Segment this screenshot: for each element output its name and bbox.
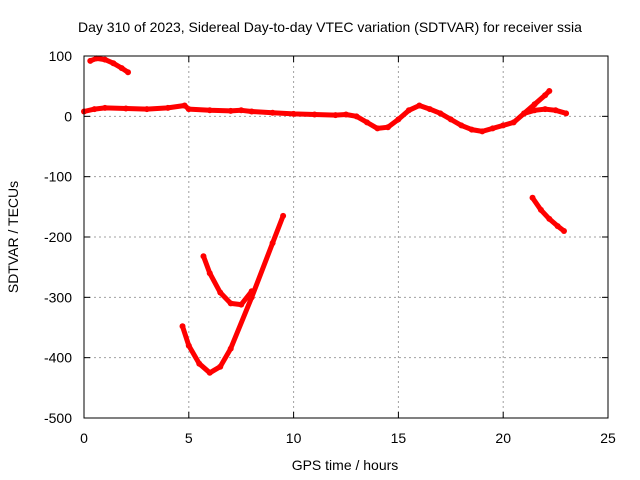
data-point: [227, 345, 234, 352]
data-point: [437, 110, 444, 117]
data-point: [395, 116, 402, 123]
data-point: [363, 119, 370, 126]
data-point: [91, 106, 98, 113]
y-tick-label: -500: [44, 410, 72, 426]
data-point: [269, 109, 276, 116]
data-point: [542, 106, 549, 113]
x-tick-label: 20: [495, 430, 511, 446]
data-point: [537, 206, 544, 213]
y-tick-label: -200: [44, 229, 72, 245]
data-point: [196, 360, 203, 367]
data-point: [468, 126, 475, 133]
chart-title: Day 310 of 2023, Sidereal Day-to-day VTE…: [78, 19, 582, 35]
data-point: [227, 107, 234, 114]
data-point: [110, 60, 117, 67]
data-point: [238, 107, 245, 114]
data-point: [405, 107, 412, 114]
data-point: [227, 300, 234, 307]
data-point: [552, 107, 559, 114]
data-point: [563, 110, 570, 117]
data-point: [248, 288, 255, 295]
axis-ticks: 0 5 10 15 20 25 100 0 -100 -200 -300 -400 -500: [44, 48, 616, 446]
data-point: [248, 108, 255, 115]
data-point: [164, 104, 171, 111]
data-point: [560, 227, 567, 234]
data-point: [101, 104, 108, 111]
data-point: [510, 119, 517, 126]
data-point: [311, 111, 318, 118]
data-series: [81, 55, 570, 376]
y-tick-label: -100: [44, 169, 72, 185]
data-point: [546, 87, 553, 94]
x-tick-label: 5: [185, 430, 193, 446]
data-point: [93, 55, 100, 62]
data-point: [353, 113, 360, 120]
data-point: [384, 124, 391, 131]
data-point: [125, 69, 132, 76]
y-axis-title: SDTVAR / TECUs: [5, 181, 21, 293]
x-tick-label: 10: [286, 430, 302, 446]
data-point: [521, 110, 528, 117]
data-point: [332, 112, 339, 119]
data-point: [531, 101, 538, 108]
x-tick-label: 15: [391, 430, 407, 446]
data-point: [206, 270, 213, 277]
data-point: [489, 125, 496, 132]
y-tick-label: -300: [44, 289, 72, 305]
data-point: [343, 111, 349, 118]
data-point: [118, 65, 125, 72]
data-point: [122, 105, 129, 112]
data-point: [458, 122, 465, 129]
data-point: [290, 110, 297, 117]
data-point: [143, 106, 150, 113]
data-point: [185, 106, 192, 113]
data-point: [238, 301, 245, 308]
y-tick-label: -400: [44, 350, 72, 366]
data-point: [554, 223, 561, 230]
y-tick-label: 0: [64, 108, 72, 124]
data-point: [447, 116, 454, 123]
data-point: [217, 363, 224, 370]
data-point: [101, 56, 108, 63]
x-tick-label: 0: [80, 430, 88, 446]
data-point: [542, 92, 549, 99]
data-point: [426, 106, 433, 113]
data-point: [217, 289, 224, 296]
data-point: [416, 102, 423, 109]
data-point: [185, 342, 192, 349]
data-point: [479, 128, 486, 135]
x-axis-title: GPS time / hours: [292, 457, 399, 473]
data-point: [179, 323, 186, 330]
data-point: [269, 240, 276, 247]
data-point: [87, 57, 94, 64]
y-tick-label: 100: [49, 48, 73, 64]
data-point: [206, 107, 213, 114]
data-point: [206, 369, 213, 376]
data-point: [374, 125, 381, 132]
data-point: [181, 102, 188, 109]
data-point: [500, 122, 507, 129]
data-point: [546, 215, 553, 222]
x-tick-label: 25: [600, 430, 616, 446]
data-point: [529, 194, 536, 201]
data-point: [280, 212, 287, 219]
data-point: [200, 253, 207, 260]
